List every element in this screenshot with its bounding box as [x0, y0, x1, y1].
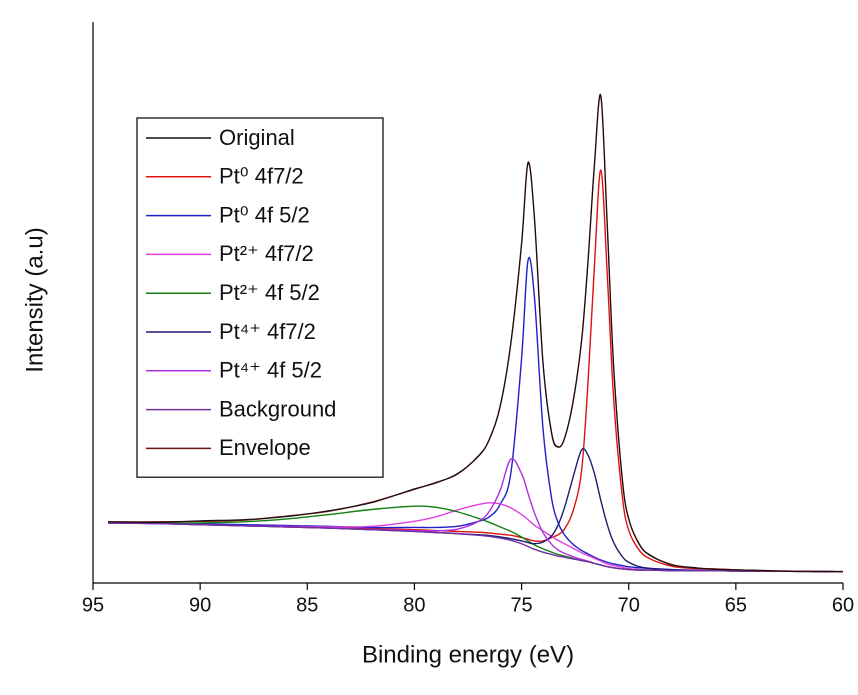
legend-label: Background	[219, 396, 336, 421]
legend-label: Original	[219, 125, 295, 150]
series-line	[108, 505, 844, 573]
legend-label: Envelope	[219, 435, 311, 460]
legend-label: Pt⁰ 4f7/2	[219, 164, 304, 189]
legend-box	[136, 117, 384, 478]
x-tick-label: 80	[403, 594, 425, 616]
x-tick-label: 90	[189, 594, 211, 616]
x-tick-label: 60	[832, 594, 854, 616]
y-axis-label: Intensity (a.u)	[21, 227, 48, 372]
legend-label: Pt⁰ 4f 5/2	[219, 202, 310, 227]
legend-label: Pt²⁺ 4f7/2	[219, 241, 314, 266]
x-tick-label: 75	[510, 594, 532, 616]
legend: Original Pt⁰ 4f7/2 Pt⁰ 4f 5/2 Pt²⁺ 4f7/2 Pt²…	[136, 117, 384, 478]
series-line	[107, 169, 844, 573]
x-tick-label: 85	[296, 594, 318, 616]
x-axis-label: Binding energy (eV)	[362, 641, 574, 668]
legend-label: Pt⁴⁺ 4f 5/2	[219, 358, 322, 383]
legend-label: Pt²⁺ 4f 5/2	[219, 280, 320, 305]
series-line	[107, 93, 844, 573]
x-tick-label: 65	[725, 594, 747, 616]
x-tick-label: 95	[82, 594, 104, 616]
legend-label: Pt⁴⁺ 4f7/2	[219, 319, 316, 344]
x-tick-label: 70	[618, 594, 640, 616]
series-line	[107, 502, 844, 573]
series-line	[107, 522, 844, 573]
